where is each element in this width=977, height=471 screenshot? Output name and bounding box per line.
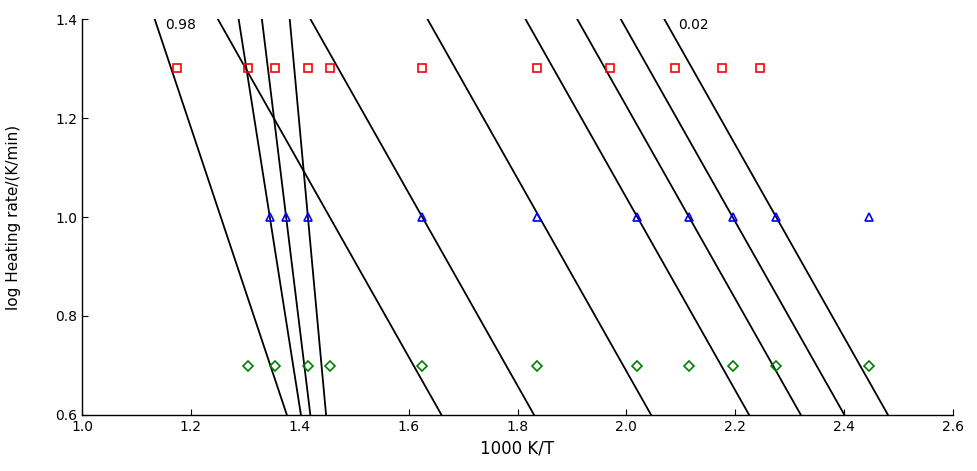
Y-axis label: log Heating rate/(K/min): log Heating rate/(K/min) [6, 124, 21, 309]
Text: 0.02: 0.02 [678, 18, 708, 32]
Text: 0.98: 0.98 [165, 18, 195, 32]
X-axis label: 1000 K/T: 1000 K/T [480, 439, 554, 457]
